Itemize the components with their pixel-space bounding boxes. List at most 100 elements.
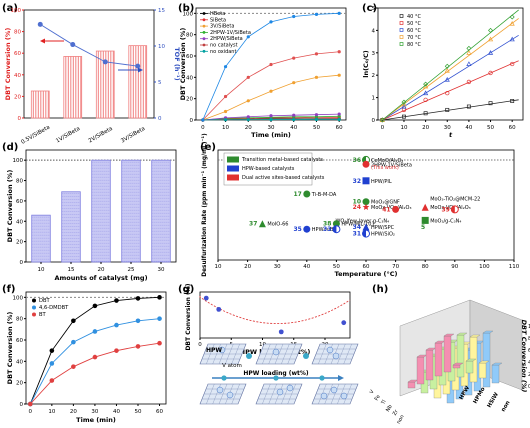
panel-a-ytick-label: 0 bbox=[18, 116, 22, 122]
panel-f-series-line bbox=[29, 342, 160, 405]
panel-c-ytick-label: 2 bbox=[372, 73, 376, 79]
panel-e-point bbox=[392, 205, 400, 213]
panel-f-ytick-label: 0 bbox=[20, 402, 24, 408]
panel-e-legend-label: Dual active sites-based catalysts bbox=[242, 175, 325, 181]
panel-e-point-label: 2HPW-1V/SiBeta bbox=[371, 162, 412, 168]
panel-d-category-label: 20 bbox=[98, 267, 105, 273]
panel-e-point-number: 5 bbox=[421, 224, 425, 231]
panel-e-xtick-label: 80 bbox=[422, 264, 429, 270]
panel-e-point-number: 39 bbox=[441, 206, 449, 213]
panel-a-ytick-label: 40 bbox=[14, 73, 21, 79]
panel-b-legend-label: SiBeta bbox=[210, 17, 226, 23]
panel-e-xtick-label: 100 bbox=[479, 264, 490, 270]
panel-b-series-point bbox=[337, 11, 341, 15]
panel-b-series-line bbox=[202, 51, 340, 121]
panel-e-legend-swatch bbox=[227, 165, 239, 172]
panel-c-xtick-label: 20 bbox=[422, 125, 429, 131]
panel-b-series-point bbox=[246, 35, 250, 39]
panel-e-point-number: 10 bbox=[353, 199, 361, 206]
panel-c-xtick-label: 10 bbox=[400, 125, 407, 131]
panel-g-grid-1 bbox=[199, 343, 247, 365]
panel-g-hpw-cluster bbox=[276, 388, 284, 396]
panel-f-series-point bbox=[114, 298, 119, 303]
panel-f-series-point bbox=[157, 295, 162, 300]
panel-h-row-label: V bbox=[369, 388, 376, 394]
panel-e-legend-label: HPW-based catalysts bbox=[242, 166, 295, 172]
panel-c-legend-marker bbox=[399, 21, 404, 25]
panel-h-category-label: HSiW bbox=[487, 392, 500, 409]
panel-e-point bbox=[362, 223, 370, 231]
panel-g-point bbox=[278, 329, 284, 335]
panel-b-series-point bbox=[314, 12, 319, 16]
panel-e-point bbox=[303, 225, 311, 233]
panel-b-ytick-label: 0 bbox=[190, 118, 194, 124]
panel-b-legend-label: HBeta bbox=[210, 11, 225, 17]
panel-h-bar bbox=[434, 342, 443, 377]
panel-c-point bbox=[488, 27, 494, 33]
panel-f-xtick-label: 50 bbox=[135, 409, 142, 415]
panel-g-hpw-cluster bbox=[226, 391, 234, 399]
panel-b-legend-marker bbox=[202, 24, 206, 28]
panel-h-bar-top bbox=[469, 334, 481, 338]
panel-c-point bbox=[466, 79, 472, 85]
panel-b-series-point bbox=[246, 115, 250, 119]
panel-b-legend-marker bbox=[202, 49, 206, 53]
panel-e-xtick-label: 30 bbox=[274, 264, 281, 270]
panel-f-series-point bbox=[135, 344, 141, 349]
panel-h-bar-top bbox=[482, 330, 494, 334]
panel-e-point-label: MoIO-66 bbox=[267, 222, 288, 228]
panel-c-point bbox=[444, 67, 450, 73]
panel-letter-h: (h) bbox=[372, 284, 388, 295]
panel-b-series-line bbox=[202, 74, 340, 121]
panel-c-xtick-label: 30 bbox=[444, 125, 451, 131]
panel-a-tof-point bbox=[102, 59, 108, 65]
panel-f-ytick-label: 40 bbox=[16, 359, 23, 365]
panel-letter-f: (f) bbox=[2, 284, 16, 295]
panel-c-point bbox=[444, 76, 450, 82]
panel-e-point-number: 24 bbox=[353, 204, 361, 211]
panel-e-point-label: HPW-h-BN bbox=[312, 227, 338, 233]
panel-c-point bbox=[509, 20, 515, 26]
panel-c-xtick-label: 60 bbox=[509, 125, 516, 131]
panel-b-ylabel: DBT Conversion (%) bbox=[179, 28, 187, 101]
panel-d-xlabel: Amounts of catalyst (mg) bbox=[54, 274, 147, 282]
panel-a-bar bbox=[30, 90, 50, 119]
panel-c-xlabel: t bbox=[449, 131, 453, 139]
panel-e-ylabel: Desulfurization Rate (ppm min⁻¹ (mg/mL)⁻… bbox=[201, 133, 208, 277]
panel-g-point bbox=[216, 306, 222, 312]
panel-c-point bbox=[488, 70, 493, 76]
panel-g-hpw-cluster bbox=[218, 346, 226, 354]
panel-a-ytick-label: 80 bbox=[14, 30, 21, 36]
panel-b-legend-label: no oxidant bbox=[210, 49, 236, 55]
panel-b-xtick-label: 60 bbox=[336, 125, 343, 131]
panel-f-ytick-label: 80 bbox=[16, 317, 23, 323]
panel-e-point-number: 37 bbox=[249, 221, 257, 228]
panel-b-series-point bbox=[201, 118, 205, 122]
panel-d-bar bbox=[91, 159, 111, 263]
panel-h-ztick-label: 80 bbox=[528, 336, 530, 342]
panel-e-point-label: MoOx-VOx/Al₂O₃ bbox=[371, 205, 411, 211]
panel-a-frame bbox=[23, 9, 155, 119]
panel-f-legend-marker bbox=[32, 312, 36, 317]
panel-h-bar bbox=[465, 360, 474, 374]
panel-d-ylabel: DBT Conversion (%) bbox=[6, 170, 14, 243]
panel-g-step-marker bbox=[246, 353, 252, 359]
panel-c-point bbox=[402, 114, 406, 119]
panel-f-series-point bbox=[135, 296, 141, 301]
panel-c-legend-marker bbox=[399, 14, 404, 18]
panel-c-legend-label: 80 °C bbox=[407, 42, 421, 48]
panel-b-legend-label: 2HPW/SiBeta bbox=[210, 36, 243, 42]
panel-c-ytick-label: 5 bbox=[372, 6, 376, 12]
panel-e-point bbox=[362, 198, 370, 206]
panel-f-series-point bbox=[49, 378, 55, 383]
panel-e-point bbox=[362, 160, 370, 168]
panel-c-point bbox=[466, 104, 471, 109]
panel-b-legend-marker bbox=[202, 12, 206, 15]
panel-h-bar bbox=[452, 364, 461, 369]
panel-e-point-half bbox=[332, 225, 337, 233]
panel-f-series-point bbox=[92, 354, 98, 360]
panel-e-point-label: HPW/SPC bbox=[371, 225, 395, 231]
panel-a-y2tick-label: 0 bbox=[158, 116, 162, 122]
panel-c-xtick-label: 50 bbox=[487, 125, 494, 131]
panel-h-bar-top bbox=[443, 333, 455, 337]
